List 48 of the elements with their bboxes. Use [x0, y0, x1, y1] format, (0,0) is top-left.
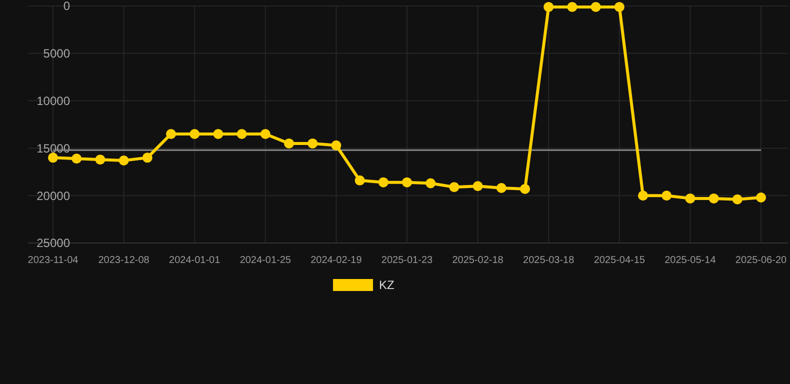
point: [426, 178, 436, 188]
y-tick-label: 0: [63, 0, 70, 14]
y-tick-label: 20000: [36, 188, 70, 203]
point: [685, 193, 696, 204]
x-tick-label: 2025-06-20: [735, 255, 788, 266]
point: [567, 2, 578, 12]
point: [732, 194, 742, 204]
x-tick-label: 2024-01-25: [240, 255, 292, 266]
point: [118, 156, 129, 166]
x-tick-label: 2024-02-19: [310, 255, 362, 266]
point: [95, 154, 106, 165]
x-tick-label: 2024-01-01: [169, 255, 221, 266]
point: [402, 177, 412, 188]
point: [166, 128, 176, 139]
point: [662, 190, 672, 201]
point: [308, 138, 318, 148]
point: [472, 181, 483, 192]
point: [190, 128, 200, 139]
point: [284, 138, 294, 148]
point: [331, 140, 342, 150]
point: [590, 2, 601, 12]
point: [213, 128, 224, 139]
y-tick-label: 5000: [43, 46, 70, 61]
x-tick-label: 2025-02-18: [452, 255, 504, 266]
point: [638, 190, 648, 201]
legend-label: KZ: [379, 278, 394, 292]
point: [544, 2, 554, 12]
y-tick-label: 25000: [36, 236, 70, 250]
x-tick-label: 2023-12-08: [98, 255, 150, 266]
x-tick-label: 2025-03-18: [523, 255, 575, 266]
point: [72, 154, 82, 164]
point: [756, 192, 766, 202]
point: [354, 175, 365, 186]
point: [48, 152, 58, 163]
point: [142, 152, 152, 163]
x-tick-label: 2025-01-23: [381, 255, 434, 266]
y-tick-label: 10000: [36, 94, 70, 108]
point: [378, 177, 388, 188]
point: [496, 183, 506, 194]
x-tick-label: 2023-11-04: [28, 255, 79, 266]
point: [260, 128, 270, 139]
point: [236, 128, 247, 139]
point: [520, 184, 530, 194]
x-tick-label: 2025-05-14: [664, 255, 716, 266]
point: [708, 193, 719, 204]
point: [449, 182, 460, 192]
point: [614, 2, 624, 12]
x-tick-label: 2025-04-15: [594, 255, 646, 266]
